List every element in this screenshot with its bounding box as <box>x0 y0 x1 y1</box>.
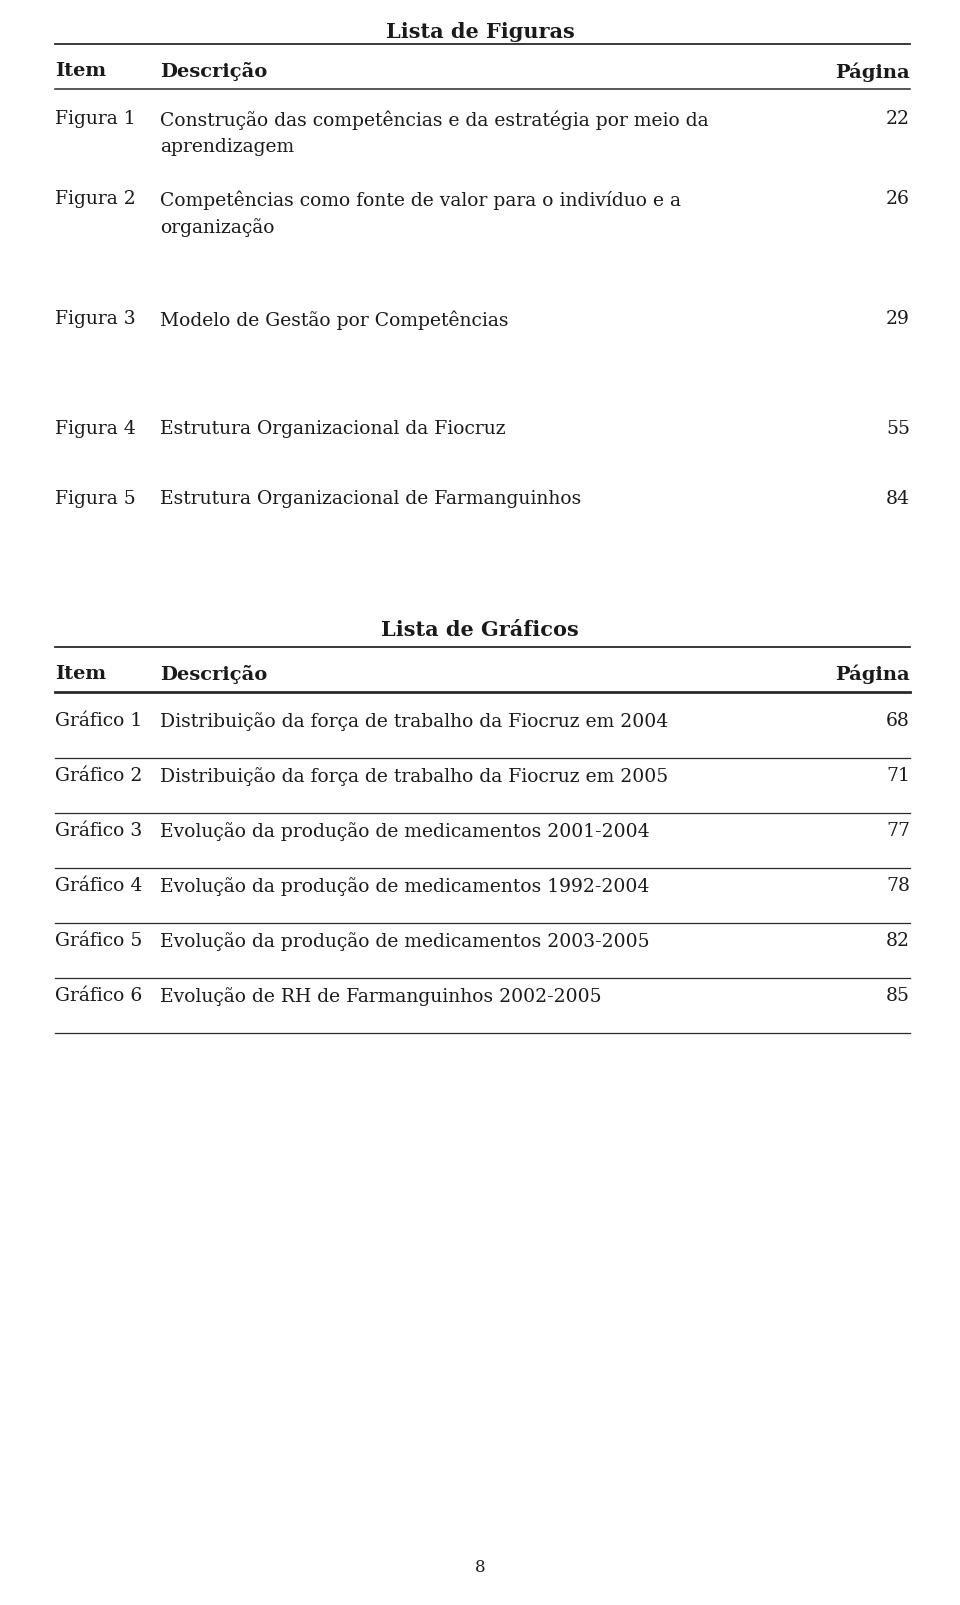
Text: 22: 22 <box>886 109 910 128</box>
Text: 82: 82 <box>886 931 910 950</box>
Text: 26: 26 <box>886 189 910 209</box>
Text: Evolução da produção de medicamentos 2001-2004: Evolução da produção de medicamentos 200… <box>160 822 650 841</box>
Text: 68: 68 <box>886 711 910 730</box>
Text: Competências como fonte de valor para o indivíduo e a: Competências como fonte de valor para o … <box>160 189 681 209</box>
Text: Página: Página <box>835 63 910 82</box>
Text: Estrutura Organizacional de Farmanguinhos: Estrutura Organizacional de Farmanguinho… <box>160 490 581 507</box>
Text: Gráfico 5: Gráfico 5 <box>55 931 142 950</box>
Text: Figura 4: Figura 4 <box>55 421 135 438</box>
Text: Modelo de Gestão por Competências: Modelo de Gestão por Competências <box>160 310 509 329</box>
Text: Evolução de RH de Farmanguinhos 2002-2005: Evolução de RH de Farmanguinhos 2002-200… <box>160 987 602 1005</box>
Text: 71: 71 <box>886 767 910 785</box>
Text: Distribuição da força de trabalho da Fiocruz em 2004: Distribuição da força de trabalho da Fio… <box>160 711 668 730</box>
Text: Gráfico 4: Gráfico 4 <box>55 876 142 894</box>
Text: Construção das competências e da estratégia por meio da: Construção das competências e da estraté… <box>160 109 708 130</box>
Text: Item: Item <box>55 63 107 80</box>
Text: Gráfico 3: Gráfico 3 <box>55 822 142 839</box>
Text: Figura 5: Figura 5 <box>55 490 135 507</box>
Text: 55: 55 <box>886 421 910 438</box>
Text: Lista de Figuras: Lista de Figuras <box>386 22 574 42</box>
Text: 78: 78 <box>886 876 910 894</box>
Text: Item: Item <box>55 664 107 682</box>
Text: Descrição: Descrição <box>160 664 267 684</box>
Text: 8: 8 <box>474 1558 486 1575</box>
Text: Gráfico 6: Gráfico 6 <box>55 987 142 1005</box>
Text: Evolução da produção de medicamentos 1992-2004: Evolução da produção de medicamentos 199… <box>160 876 649 896</box>
Text: 29: 29 <box>886 310 910 327</box>
Text: Gráfico 1: Gráfico 1 <box>55 711 142 730</box>
Text: Evolução da produção de medicamentos 2003-2005: Evolução da produção de medicamentos 200… <box>160 931 650 950</box>
Text: aprendizagem: aprendizagem <box>160 138 294 156</box>
Text: Figura 1: Figura 1 <box>55 109 135 128</box>
Text: 85: 85 <box>886 987 910 1005</box>
Text: Página: Página <box>835 664 910 684</box>
Text: Gráfico 2: Gráfico 2 <box>55 767 142 785</box>
Text: Lista de Gráficos: Lista de Gráficos <box>381 620 579 640</box>
Text: Figura 3: Figura 3 <box>55 310 135 327</box>
Text: Distribuição da força de trabalho da Fiocruz em 2005: Distribuição da força de trabalho da Fio… <box>160 767 668 785</box>
Text: organização: organização <box>160 218 275 238</box>
Text: 84: 84 <box>886 490 910 507</box>
Text: Estrutura Organizacional da Fiocruz: Estrutura Organizacional da Fiocruz <box>160 421 506 438</box>
Text: Figura 2: Figura 2 <box>55 189 135 209</box>
Text: Descrição: Descrição <box>160 63 267 80</box>
Text: 77: 77 <box>886 822 910 839</box>
